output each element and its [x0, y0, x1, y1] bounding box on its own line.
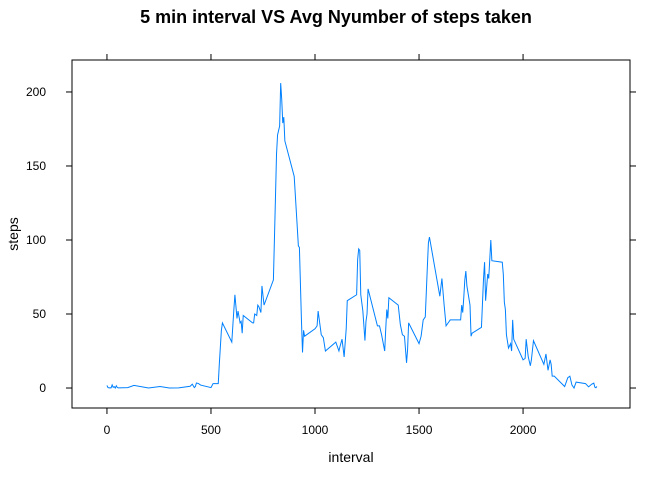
data-line — [106, 83, 598, 390]
x-tick-label: 2000 — [510, 423, 537, 437]
x-tick-label: 500 — [201, 423, 221, 437]
y-axis-title: steps — [5, 217, 21, 250]
y-tick-label: 0 — [39, 381, 46, 395]
x-tick-label: 1000 — [302, 423, 329, 437]
y-tick-label: 150 — [26, 159, 46, 173]
chart-title: 5 min interval VS Avg Nyumber of steps t… — [140, 7, 532, 27]
y-tick-label: 200 — [26, 85, 46, 99]
x-tick-label: 0 — [104, 423, 111, 437]
x-tick-label: 1500 — [406, 423, 433, 437]
x-axis-title: interval — [328, 449, 373, 465]
y-tick-label: 50 — [33, 307, 47, 321]
y-tick-label: 100 — [26, 233, 46, 247]
plot-frame — [71, 59, 631, 409]
